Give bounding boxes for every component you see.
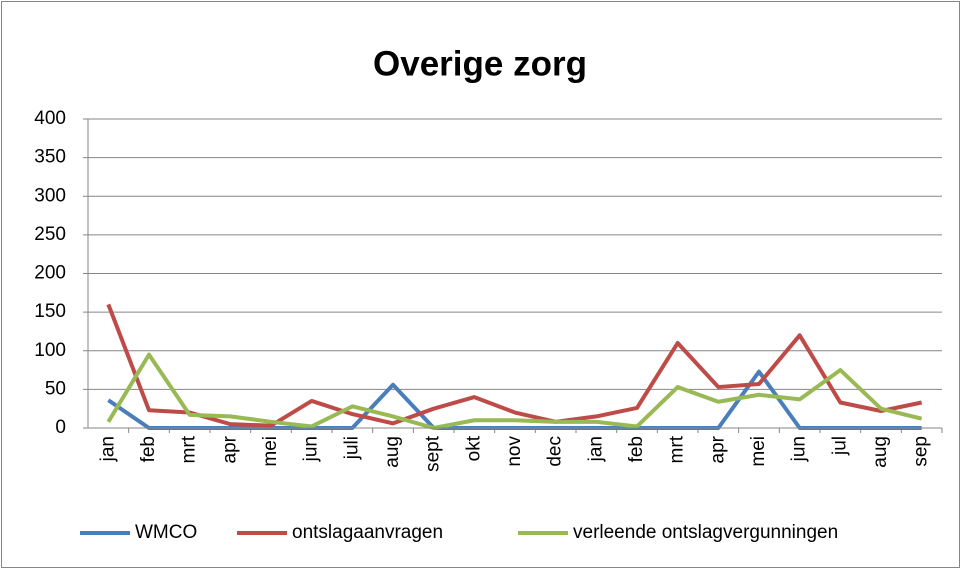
x-tick-label: feb: [138, 436, 159, 462]
x-tick-label: mei: [748, 436, 769, 467]
x-tick-label: sept: [423, 435, 444, 472]
x-tick-label: aug: [382, 436, 403, 468]
y-tick-label: 200: [34, 263, 66, 284]
y-tick-label: 400: [34, 108, 66, 129]
y-tick-label: 150: [34, 301, 66, 322]
x-tick-label: feb: [626, 436, 647, 462]
x-tick-label: jun: [789, 436, 810, 462]
x-tick-label: apr: [219, 435, 240, 463]
y-tick-label: 50: [45, 378, 66, 399]
x-tick-label: mei: [260, 436, 281, 467]
x-tick-label: jan: [585, 436, 606, 462]
x-tick-label: apr: [707, 435, 728, 463]
x-tick-label: juli: [341, 436, 362, 460]
y-tick-label: 0: [55, 417, 66, 438]
x-tick-label: dec: [545, 436, 566, 467]
y-tick-label: 350: [34, 147, 66, 168]
x-tick-label: mrt: [667, 435, 688, 463]
legend-label: verleende ontslagvergunningen: [573, 522, 838, 543]
x-tick-label: jun: [301, 436, 322, 462]
x-tick-label: jul: [829, 436, 850, 456]
y-tick-label: 300: [34, 185, 66, 206]
x-tick-label: jan: [97, 436, 118, 462]
x-tick-label: sep: [911, 436, 932, 467]
chart-title: Overige zorg: [373, 44, 587, 83]
legend-label: ontslagaanvragen: [292, 522, 443, 543]
x-tick-label: mrt: [179, 435, 200, 463]
x-tick-label: nov: [504, 436, 525, 467]
series-line: [106, 303, 923, 428]
y-tick-label: 100: [34, 340, 66, 361]
series-line: [106, 352, 923, 430]
y-tick-label: 250: [34, 224, 66, 245]
x-tick-label: okt: [463, 435, 484, 461]
x-tick-label: aug: [870, 436, 891, 468]
legend-label: WMCO: [135, 522, 197, 543]
